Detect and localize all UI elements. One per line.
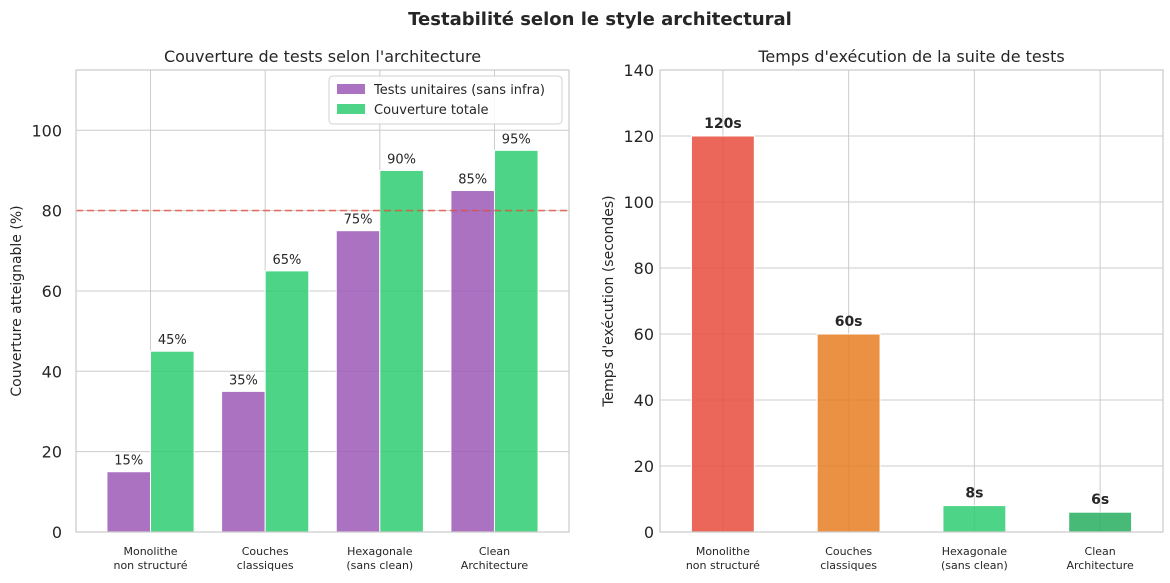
x-tick-label: Monolithe non structuré [686, 545, 760, 572]
legend-label: Tests unitaires (sans infra) [373, 83, 545, 98]
y-tick-label: 80 [634, 259, 654, 278]
y-axis-label: Temps d'exécution (secondes) [601, 195, 617, 407]
coverage-chart: 15% 35% 75% 85% 45% 65% 90% 95% 0 20 40 60 80 100 Mono… [9, 47, 570, 572]
y-tick-label: 80 [42, 202, 62, 221]
plot-frame [659, 69, 1164, 533]
x-tick-label: Hexagonale (sans clean) [346, 545, 413, 572]
y-tick-label: 40 [634, 391, 654, 410]
bar-time [816, 333, 881, 533]
y-tick-label: 120 [623, 127, 654, 146]
chart-title: Couverture de tests selon l'architecture [164, 47, 481, 66]
data-label: 85% [458, 173, 487, 188]
y-tick-label: 100 [623, 193, 654, 212]
y-tick-label: 100 [31, 121, 62, 140]
y-tick-label: 140 [623, 61, 654, 80]
data-label: 60s [835, 314, 863, 330]
bar-unit [221, 390, 266, 533]
legend: Tests unitaires (sans infra) Couverture t… [328, 75, 563, 125]
bar-total [264, 270, 310, 533]
x-tick-label: Hexagonale (sans clean) [941, 545, 1008, 572]
x-tick-label: Couches classiques [237, 545, 294, 572]
data-label: 8s [965, 486, 983, 502]
plot-frame [75, 69, 570, 533]
data-label: 6s [1091, 492, 1109, 508]
y-tick-label: 20 [42, 443, 62, 462]
y-tick-label: 20 [634, 457, 654, 476]
y-axis-label: Couverture atteignable (%) [9, 205, 25, 396]
y-tick-label: 0 [644, 523, 654, 542]
bar-total [150, 350, 195, 533]
execution-time-chart: 120s 60s 8s 6s 0 20 40 60 80 100 120 140 Monolithe no… [601, 47, 1164, 572]
chart-title: Temps d'exécution de la suite de tests [757, 47, 1064, 66]
data-label: 15% [114, 454, 143, 469]
data-label: 120s [704, 116, 742, 132]
legend-swatch [337, 84, 365, 94]
data-label: 45% [158, 333, 187, 348]
y-tick-label: 60 [634, 325, 654, 344]
data-label: 75% [344, 213, 373, 228]
bar-unit [450, 190, 495, 533]
bar-time [690, 135, 755, 533]
y-tick-label: 0 [52, 523, 62, 542]
bar-time [1068, 511, 1133, 533]
bar-unit [335, 230, 381, 533]
x-tick-label: Couches classiques [820, 545, 877, 572]
legend-swatch [337, 104, 365, 114]
bar-time [942, 505, 1007, 533]
y-tick-label: 40 [42, 362, 62, 381]
data-label: 65% [273, 253, 302, 268]
legend-label: Couverture totale [374, 103, 489, 118]
data-label: 35% [229, 373, 258, 388]
data-label: 95% [502, 132, 531, 147]
x-tick-label: Monolithe non structuré [113, 545, 187, 572]
figure-title: Testabilité selon le style architectural [408, 9, 792, 30]
legend-box [328, 75, 563, 125]
bar-total [493, 149, 539, 533]
bar-total [379, 169, 424, 533]
bar-unit [106, 471, 152, 533]
y-tick-label: 60 [42, 282, 62, 301]
x-tick-label: Clean Architecture [1066, 545, 1134, 572]
x-tick-label: Clean Architecture [461, 545, 529, 572]
data-label: 90% [387, 152, 416, 167]
